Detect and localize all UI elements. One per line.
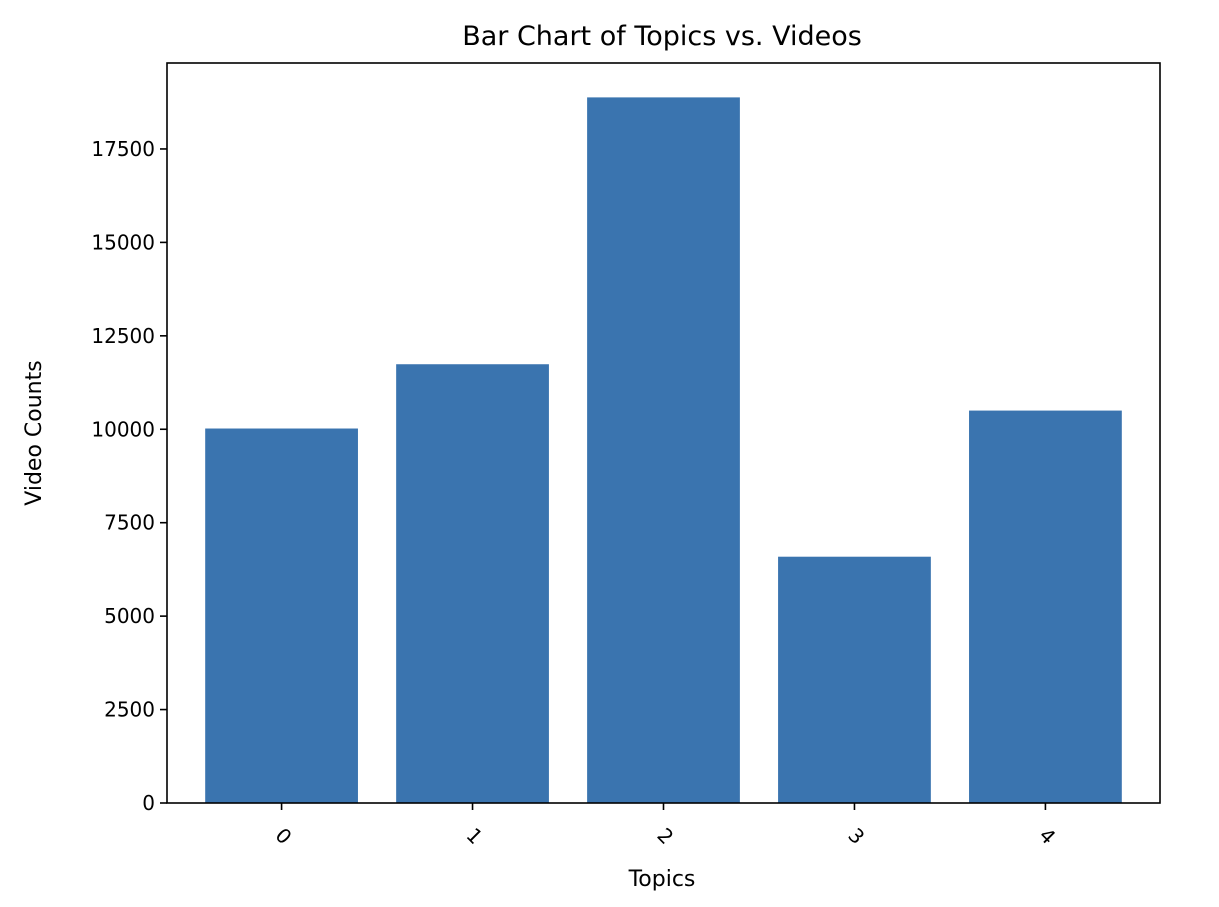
x-axis: 0 1 2 3 4 xyxy=(271,803,1060,849)
y-axis: 0 2500 5000 7500 10000 12500 15000 17500 xyxy=(91,137,167,815)
y-tick-label: 17500 xyxy=(91,137,155,161)
x-tick-label: 0 xyxy=(271,823,297,849)
bar-topic-1 xyxy=(396,364,549,803)
y-tick-label: 0 xyxy=(142,791,155,815)
y-tick-label: 12500 xyxy=(91,324,155,348)
x-tick-label: 4 xyxy=(1034,823,1060,849)
y-tick-label: 5000 xyxy=(104,604,155,628)
x-tick-label: 2 xyxy=(653,823,679,849)
x-axis-label: Topics xyxy=(628,867,696,892)
bar-topic-2 xyxy=(587,97,740,803)
y-tick-label: 10000 xyxy=(91,417,155,441)
bar-topic-3 xyxy=(778,556,931,803)
x-tick-label: 1 xyxy=(462,823,488,849)
plot-area xyxy=(205,97,1122,803)
bar-topic-4 xyxy=(969,410,1122,803)
x-tick-label: 3 xyxy=(843,823,869,849)
y-tick-label: 15000 xyxy=(91,230,155,254)
y-tick-label: 2500 xyxy=(104,698,155,722)
chart-title: Bar Chart of Topics vs. Videos xyxy=(462,21,862,52)
y-tick-label: 7500 xyxy=(104,511,155,535)
bar-topic-0 xyxy=(205,428,358,803)
y-axis-label: Video Counts xyxy=(22,360,47,505)
